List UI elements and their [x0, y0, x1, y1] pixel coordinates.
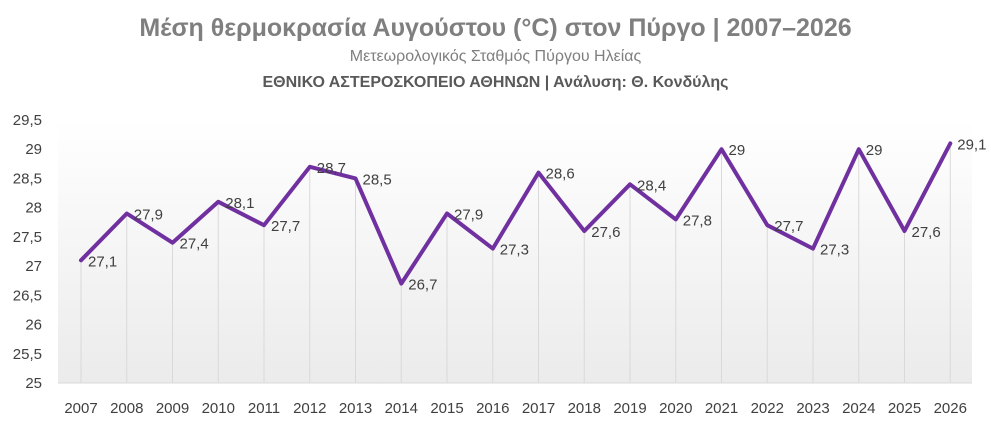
y-tick-label: 25,5 [13, 346, 42, 363]
data-label: 27,8 [683, 212, 712, 229]
x-tick-label: 2014 [385, 400, 418, 417]
chart-title: Μέση θερμοκρασία Αυγούστου (°C) στον Πύρ… [139, 14, 852, 42]
x-axis: 2007 2008 2009 2010 2011 2012 2013 2014 2015 2016… [64, 400, 967, 417]
series-line [79, 141, 953, 286]
x-tick-label: 2009 [156, 400, 189, 417]
data-label: 28,7 [317, 160, 346, 177]
data-label: 28,6 [546, 166, 575, 183]
y-tick-label: 29 [25, 141, 42, 158]
x-tick-label: 2010 [202, 400, 235, 417]
x-tick-label: 2007 [64, 400, 97, 417]
y-axis: 25 25,5 26 26,5 27 27,5 28 28,5 29 29,5 [13, 112, 42, 392]
x-tick-label: 2013 [339, 400, 372, 417]
y-tick-label: 27,5 [13, 229, 42, 246]
data-label: 27,7 [774, 218, 803, 235]
x-tick-label: 2025 [888, 400, 921, 417]
x-tick-label: 2026 [934, 400, 967, 417]
chart-credit: ΕΘΝΙΚΟ ΑΣΤΕΡΟΣΚΟΠΕΙΟ ΑΘΗΝΩΝ | Ανάλυση: Θ… [262, 74, 729, 91]
chart-subtitle: Μετεωρολογικός Σταθμός Πύργου Ηλείας [349, 48, 642, 65]
data-label: 27,7 [271, 218, 300, 235]
data-label: 29,1 [957, 136, 986, 153]
x-tick-label: 2018 [568, 400, 601, 417]
data-label: 27,3 [820, 242, 849, 259]
x-tick-label: 2012 [293, 400, 326, 417]
x-tick-label: 2024 [842, 400, 875, 417]
x-tick-label: 2022 [751, 400, 784, 417]
data-label: 29 [866, 142, 883, 159]
y-tick-label: 28 [25, 200, 42, 217]
data-label: 28,1 [225, 195, 254, 212]
x-tick-label: 2008 [110, 400, 143, 417]
y-tick-label: 28,5 [13, 170, 42, 187]
drop-lines [58, 143, 972, 384]
data-label: 27,9 [134, 207, 163, 224]
data-label: 27,9 [454, 207, 483, 224]
data-label: 26,7 [408, 277, 437, 294]
x-tick-label: 2016 [476, 400, 509, 417]
y-tick-label: 26 [25, 317, 42, 334]
y-tick-label: 27 [25, 258, 42, 275]
x-tick-label: 2020 [659, 400, 692, 417]
plot-area [58, 120, 972, 383]
y-tick-label: 29,5 [13, 112, 42, 129]
data-labels: 27,1 27,9 27,4 28,1 27,7 28,7 28,5 26,7 27,9 27,3… [88, 136, 986, 293]
data-label: 27,4 [180, 236, 209, 253]
x-tick-label: 2017 [522, 400, 555, 417]
data-label: 29 [729, 142, 746, 159]
x-tick-label: 2011 [248, 400, 280, 417]
series-line-group [79, 141, 953, 286]
y-tick-label: 26,5 [13, 287, 42, 304]
data-label: 28,4 [637, 177, 666, 194]
x-tick-label: 2021 [705, 400, 738, 417]
data-label: 28,5 [363, 171, 392, 188]
x-tick-label: 2019 [613, 400, 646, 417]
x-tick-label: 2015 [430, 400, 463, 417]
data-label: 27,6 [912, 224, 941, 241]
y-tick-label: 25 [25, 375, 42, 392]
data-label: 27,3 [500, 242, 529, 259]
data-label: 27,6 [591, 224, 620, 241]
data-label: 27,1 [88, 253, 117, 270]
x-tick-label: 2023 [796, 400, 829, 417]
